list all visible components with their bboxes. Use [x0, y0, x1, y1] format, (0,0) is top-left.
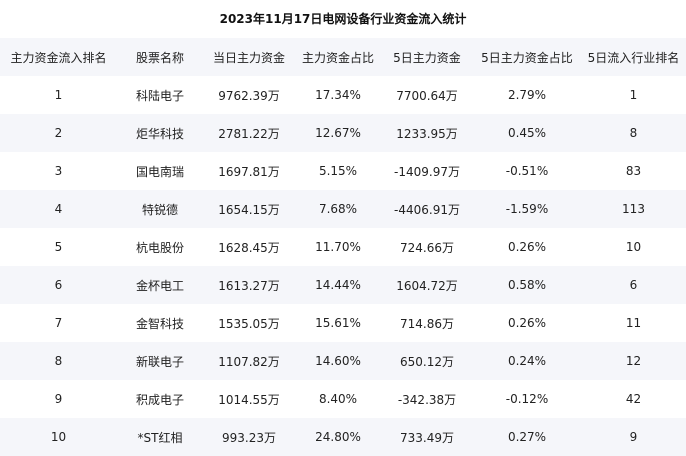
cell-5day-main-fund-ratio: -0.51% [505, 164, 549, 178]
cell-main-fund-ratio: 7.68% [318, 202, 358, 216]
cell-main-fund-ratio: 24.80% [315, 430, 361, 444]
cell-5day-main-fund-ratio: 0.58% [507, 278, 547, 292]
header-stock-name: 股票名称 [135, 50, 184, 65]
cell-main-fund-ratio: 8.40% [318, 392, 358, 406]
cell-rank: 8 [54, 354, 63, 368]
cell-main-fund-ratio: 14.44% [315, 278, 361, 292]
cell-5day-industry-rank: 42 [625, 392, 642, 406]
cell-rank: 7 [54, 316, 63, 330]
cell-daily-main-fund: 2781.22万 [218, 126, 280, 141]
header-daily-main-fund: 当日主力资金 [212, 50, 285, 65]
cell-stock-name: 积成电子 [135, 392, 184, 407]
cell-stock-name: 科陆电子 [135, 88, 184, 103]
table-row: 9 积成电子 1014.55万 8.40% -342.38万 -0.12% 42 [0, 380, 686, 418]
cell-rank: 4 [54, 202, 63, 216]
cell-5day-main-fund: 724.66万 [400, 240, 454, 255]
cell-daily-main-fund: 1613.27万 [218, 278, 280, 293]
cell-5day-main-fund-ratio: 0.24% [507, 354, 547, 368]
cell-5day-main-fund: -1409.97万 [394, 164, 460, 179]
cell-stock-name: 杭电股份 [135, 240, 184, 255]
cell-5day-industry-rank: 10 [625, 240, 642, 254]
cell-5day-industry-rank: 1 [629, 88, 638, 102]
table-row: 6 金杯电工 1613.27万 14.44% 1604.72万 0.58% 6 [0, 266, 686, 304]
cell-stock-name: 新联电子 [135, 354, 184, 369]
table-row: 8 新联电子 1107.82万 14.60% 650.12万 0.24% 12 [0, 342, 686, 380]
header-rank: 主力资金流入排名 [10, 50, 107, 65]
cell-main-fund-ratio: 5.15% [318, 164, 358, 178]
cell-5day-main-fund: -342.38万 [397, 392, 457, 407]
cell-stock-name: 特锐德 [141, 202, 178, 217]
cell-5day-main-fund: 733.49万 [400, 430, 454, 445]
header-5day-main-fund-ratio: 5日主力资金占比 [481, 50, 573, 65]
cell-5day-main-fund-ratio: 0.45% [507, 126, 547, 140]
cell-stock-name: *ST红相 [137, 430, 183, 445]
cell-rank: 9 [54, 392, 63, 406]
cell-5day-industry-rank: 83 [625, 164, 642, 178]
cell-main-fund-ratio: 17.34% [315, 88, 361, 102]
table-row: 10 *ST红相 993.23万 24.80% 733.49万 0.27% 9 [0, 418, 686, 456]
cell-daily-main-fund: 9762.39万 [218, 88, 280, 103]
cell-daily-main-fund: 1697.81万 [218, 164, 280, 179]
cell-5day-main-fund: 1233.95万 [396, 126, 458, 141]
cell-rank: 5 [54, 240, 63, 254]
table-header-row: 主力资金流入排名 股票名称 当日主力资金 主力资金占比 5日主力资金 5日主力资… [0, 38, 686, 76]
cell-5day-main-fund-ratio: 2.79% [507, 88, 547, 102]
cell-rank: 6 [54, 278, 63, 292]
cell-5day-main-fund-ratio: 0.26% [507, 316, 547, 330]
cell-daily-main-fund: 993.23万 [222, 430, 276, 445]
cell-5day-industry-rank: 12 [625, 354, 642, 368]
cell-stock-name: 金杯电工 [135, 278, 184, 293]
cell-5day-main-fund: 714.86万 [400, 316, 454, 331]
cell-5day-industry-rank: 11 [625, 316, 642, 330]
cell-5day-industry-rank: 9 [629, 430, 638, 444]
table-row: 4 特锐德 1654.15万 7.68% -4406.91万 -1.59% 113 [0, 190, 686, 228]
cell-daily-main-fund: 1014.55万 [218, 392, 280, 407]
cell-main-fund-ratio: 14.60% [315, 354, 361, 368]
cell-daily-main-fund: 1107.82万 [218, 354, 280, 369]
cell-5day-industry-rank: 113 [622, 202, 645, 216]
cell-5day-main-fund-ratio: 0.26% [507, 240, 547, 254]
cell-rank: 2 [54, 126, 63, 140]
cell-daily-main-fund: 1535.05万 [218, 316, 280, 331]
cell-5day-main-fund: -4406.91万 [394, 202, 460, 217]
fund-flow-table: 主力资金流入排名 股票名称 当日主力资金 主力资金占比 5日主力资金 5日主力资… [0, 38, 686, 456]
cell-5day-main-fund: 7700.64万 [396, 88, 458, 103]
page-title: 2023年11月17日电网设备行业资金流入统计 [219, 12, 467, 26]
header-main-fund-ratio: 主力资金占比 [301, 50, 374, 65]
cell-5day-industry-rank: 8 [629, 126, 638, 140]
cell-5day-main-fund-ratio: -1.59% [505, 202, 549, 216]
table-row: 3 国电南瑞 1697.81万 5.15% -1409.97万 -0.51% 83 [0, 152, 686, 190]
table-row: 7 金智科技 1535.05万 15.61% 714.86万 0.26% 11 [0, 304, 686, 342]
header-5day-main-fund: 5日主力资金 [393, 50, 461, 65]
cell-daily-main-fund: 1654.15万 [218, 202, 280, 217]
cell-stock-name: 国电南瑞 [135, 164, 184, 179]
cell-stock-name: 金智科技 [135, 316, 184, 331]
cell-main-fund-ratio: 12.67% [315, 126, 361, 140]
cell-stock-name: 炬华科技 [135, 126, 184, 141]
cell-5day-main-fund: 1604.72万 [396, 278, 458, 293]
cell-5day-industry-rank: 6 [629, 278, 638, 292]
cell-daily-main-fund: 1628.45万 [218, 240, 280, 255]
cell-rank: 1 [54, 88, 63, 102]
table-row: 1 科陆电子 9762.39万 17.34% 7700.64万 2.79% 1 [0, 76, 686, 114]
cell-5day-main-fund: 650.12万 [400, 354, 454, 369]
cell-rank: 3 [54, 164, 63, 178]
table-row: 5 杭电股份 1628.45万 11.70% 724.66万 0.26% 10 [0, 228, 686, 266]
cell-5day-main-fund-ratio: 0.27% [507, 430, 547, 444]
cell-main-fund-ratio: 15.61% [315, 316, 361, 330]
table-row: 2 炬华科技 2781.22万 12.67% 1233.95万 0.45% 8 [0, 114, 686, 152]
cell-main-fund-ratio: 11.70% [315, 240, 361, 254]
cell-rank: 10 [50, 430, 67, 444]
cell-5day-main-fund-ratio: -0.12% [505, 392, 549, 406]
header-5day-industry-rank: 5日流入行业排名 [587, 50, 680, 65]
